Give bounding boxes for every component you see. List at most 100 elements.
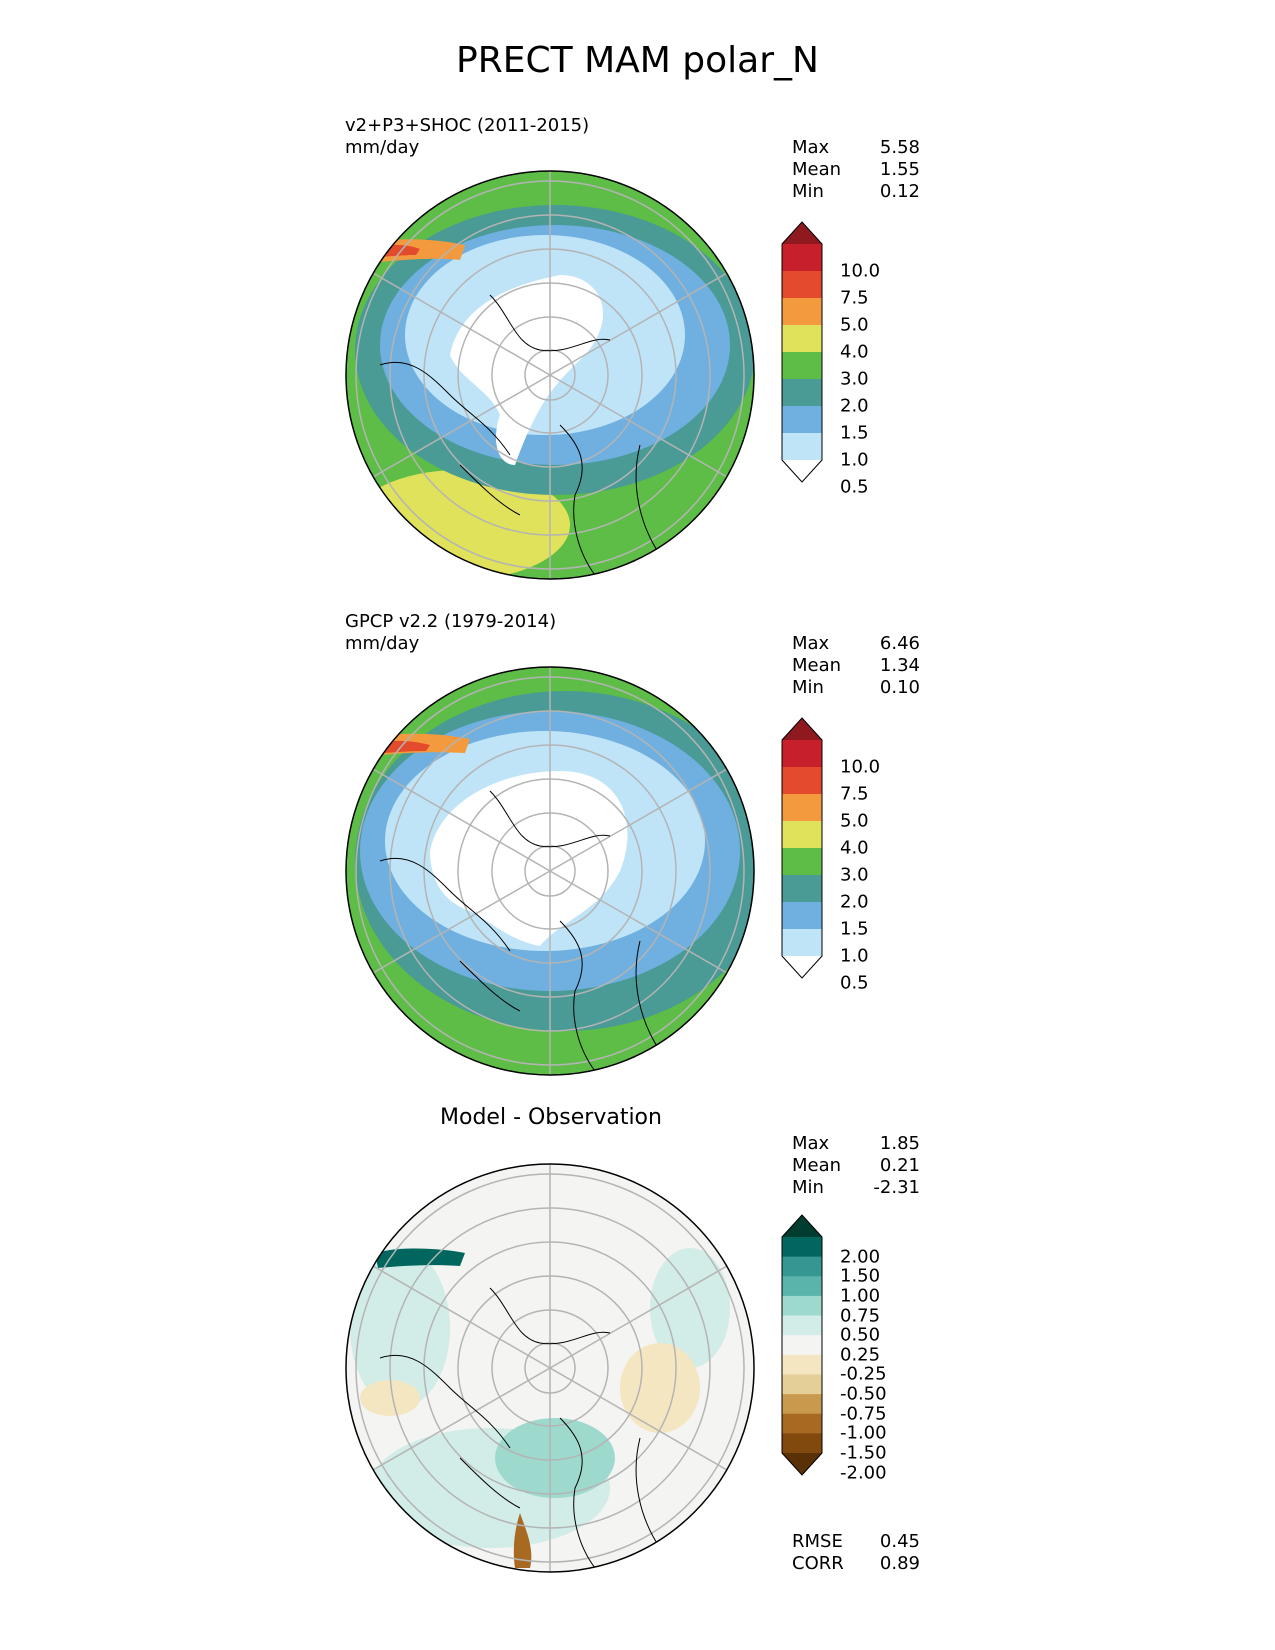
colorbar-band	[782, 767, 822, 795]
colorbar-tick-label: -2.00	[840, 1462, 887, 1484]
colorbar-extend-min	[782, 460, 822, 482]
colorbar-extend-max	[782, 718, 822, 740]
map-parallel	[491, 1309, 609, 1427]
map-parallel	[389, 1207, 711, 1529]
panel-obs-name: GPCP v2.2 (1979-2014)	[345, 611, 557, 632]
colorbar-band	[782, 1413, 822, 1434]
map-band-wet	[650, 1248, 730, 1368]
map-parallel	[423, 1241, 677, 1495]
panel-model-title: v2+P3+SHOC (2011-2015) mm/day	[345, 115, 589, 159]
stat-max: Max 1.85	[792, 1133, 920, 1154]
colorbar-band	[782, 1315, 822, 1336]
colorbar-band	[782, 1295, 822, 1317]
colorbar-tick-label: 10.0	[840, 756, 881, 778]
colorbar-tick-label: 2.0	[840, 395, 869, 417]
colorbar-tick-label: 1.00	[840, 1285, 881, 1307]
panel-obs-units: mm/day	[345, 633, 420, 654]
colorbar-tick-label: -1.00	[840, 1422, 887, 1444]
metric-rmse: RMSE 0.45	[792, 1531, 920, 1552]
panel-diff: Model - Observation Max 1.85 Me	[0, 1105, 1275, 1643]
map-parallel	[355, 676, 745, 1066]
panel-model-stats: Max 5.58 Mean 1.55 Min 0.12	[792, 137, 920, 203]
colorbar-tick-label: 3.0	[840, 864, 869, 886]
map-parallel	[491, 316, 609, 434]
map-parallel	[457, 778, 643, 964]
colorbar-tick-label: 0.5	[840, 972, 869, 994]
map-parallel	[457, 282, 643, 468]
colorbar-band	[782, 929, 822, 957]
stat-mean: Mean 1.34	[792, 655, 920, 676]
map-band-dry	[620, 1343, 700, 1433]
panel-diff-metrics: RMSE 0.45 CORR 0.89	[792, 1531, 920, 1575]
colorbar-tick-label: 1.0	[840, 945, 869, 967]
metric-corr: CORR 0.89	[792, 1553, 920, 1574]
colorbar-extend-min	[782, 956, 822, 978]
panel-obs: GPCP v2.2 (1979-2014) mm/day Max 6.46	[0, 611, 1275, 1111]
colorbar-band	[782, 244, 822, 272]
colorbar-tick-label: -0.25	[840, 1363, 887, 1385]
colorbar-tick-label: 7.5	[840, 287, 869, 309]
colorbar-tick-label: 5.0	[840, 314, 869, 336]
colorbar-band	[782, 1256, 822, 1277]
colorbar-outline	[781, 221, 823, 483]
map-parallel	[389, 214, 711, 536]
colorbar-band	[782, 1374, 822, 1395]
colorbar-tick-label: 1.5	[840, 422, 869, 444]
map-coastline	[379, 1287, 661, 1569]
colorbar-tick-label: 2.00	[840, 1246, 881, 1268]
colorbar-tick-label: 1.5	[840, 918, 869, 940]
colorbar-band	[782, 1433, 822, 1454]
colorbar-tick-label: -0.50	[840, 1383, 887, 1405]
map-band-wet	[495, 1418, 615, 1498]
panel-obs-title: GPCP v2.2 (1979-2014) mm/day	[345, 611, 556, 655]
map-meridian	[372, 272, 728, 478]
colorbar-tick-label: 1.0	[840, 449, 869, 471]
colorbar-band	[782, 1354, 822, 1375]
colorbar-tick-label: 0.5	[840, 476, 869, 498]
map-parallel	[524, 845, 576, 897]
map-model	[345, 170, 755, 580]
colorbar-outline	[781, 1214, 823, 1476]
colorbar-band	[782, 433, 822, 461]
stat-min: Min 0.12	[792, 181, 920, 202]
map-parallel	[423, 248, 677, 502]
map-parallel	[355, 180, 745, 570]
colorbar-band	[782, 406, 822, 434]
colorbar-tick-label: 7.5	[840, 783, 869, 805]
map-band-dry	[360, 1380, 420, 1416]
colorbar-tick-label: 1.50	[840, 1265, 881, 1287]
map-parallel	[524, 1342, 576, 1394]
map-storm-track-core	[380, 740, 430, 753]
panel-diff-title: Model - Observation	[440, 1105, 662, 1130]
colorbar-band	[782, 794, 822, 822]
map-dry-spot	[513, 1513, 532, 1568]
colorbar-band	[782, 848, 822, 876]
map-parallel	[389, 710, 711, 1032]
colorbar-tick-label: 3.0	[840, 368, 869, 390]
map-band-wet	[350, 1248, 450, 1408]
colorbar-band	[782, 1394, 822, 1415]
map-border	[345, 666, 755, 1076]
stat-min: Min 0.10	[792, 677, 920, 698]
colorbar-extend-min	[782, 1453, 822, 1475]
colorbar-extend-max	[782, 222, 822, 244]
colorbar-tick-label: 10.0	[840, 260, 881, 282]
colorbar-extend-max	[782, 1215, 822, 1237]
stat-mean: Mean 1.55	[792, 159, 920, 180]
stat-mean: Mean 0.21	[792, 1155, 920, 1176]
colorbar-band	[782, 325, 822, 353]
panel-diff-stats: Max 1.85 Mean 0.21 Min -2.31	[792, 1133, 920, 1199]
colorbar-band	[782, 298, 822, 326]
colorbar-band	[782, 271, 822, 299]
figure-title: PRECT MAM polar_N	[456, 40, 819, 81]
colorbar-obs	[781, 717, 823, 979]
map-diff	[345, 1163, 755, 1573]
map-meridian	[372, 768, 728, 974]
colorbar-band	[782, 821, 822, 849]
colorbar-band	[782, 740, 822, 768]
colorbar-band	[782, 1276, 822, 1297]
map-storm-track	[375, 1248, 465, 1268]
colorbar-outline	[781, 717, 823, 979]
colorbar-tick-label: -0.75	[840, 1403, 887, 1425]
map-parallel	[355, 1173, 745, 1563]
